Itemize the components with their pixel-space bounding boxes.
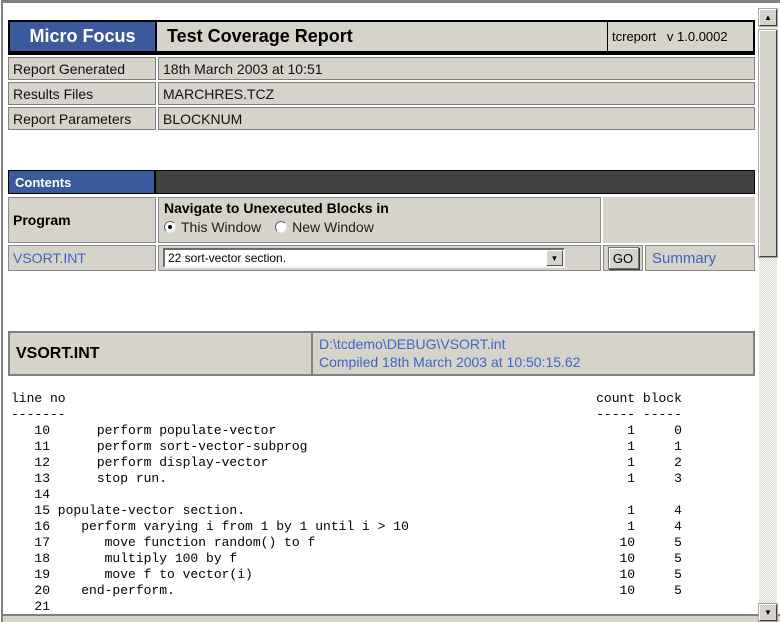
table-row: Report Parameters BLOCKNUM <box>8 107 755 130</box>
report-header: Micro Focus Test Coverage Report tcrepor… <box>8 20 755 55</box>
navigate-title: Navigate to Unexecuted Blocks in <box>164 200 389 216</box>
program-row: VSORT.INT 22 sort-vector section. ▼ GO S… <box>8 245 755 271</box>
block-select-cell: 22 sort-vector section. ▼ <box>158 245 601 271</box>
this-window-radio-label[interactable]: This Window <box>181 219 262 235</box>
compiled-timestamp: Compiled 18th March 2003 at 10:50:15.62 <box>319 354 581 370</box>
table-row: Report Generated 18th March 2003 at 10:5… <box>8 57 755 80</box>
go-cell: GO <box>603 245 643 271</box>
contents-bar-fill <box>156 171 754 193</box>
block-select[interactable]: 22 sort-vector section. ▼ <box>163 248 565 268</box>
new-window-radio-label[interactable]: New Window <box>292 219 374 235</box>
program-link[interactable]: VSORT.INT <box>13 250 86 266</box>
program-column-header: Program <box>8 197 156 243</box>
program-path-link[interactable]: D:\tcdemo\DEBUG\VSORT.int <box>319 336 506 352</box>
chevron-down-icon[interactable]: ▼ <box>546 250 563 266</box>
report-info-table: Report Generated 18th March 2003 at 10:5… <box>8 57 755 132</box>
vertical-scrollbar[interactable]: ▲ ▼ <box>759 9 777 621</box>
go-button[interactable]: GO <box>607 247 639 269</box>
info-label: Report Parameters <box>8 107 156 130</box>
scroll-down-icon[interactable]: ▼ <box>759 604 777 621</box>
program-details: D:\tcdemo\DEBUG\VSORT.int Compiled 18th … <box>313 333 753 374</box>
navigate-row-filler <box>603 197 755 243</box>
program-name-cell: VSORT.INT <box>8 245 156 271</box>
window-bottom-edge <box>3 614 780 622</box>
contents-header-bar: Contents <box>8 170 755 194</box>
navigate-options: Navigate to Unexecuted Blocks in This Wi… <box>158 197 601 243</box>
scrollbar-thumb[interactable] <box>759 30 777 257</box>
contents-title: Contents <box>9 171 156 193</box>
brand-logo: Micro Focus <box>10 22 157 51</box>
table-row: Results Files MARCHRES.TCZ <box>8 82 755 105</box>
summary-cell: Summary <box>645 245 755 271</box>
info-value: 18th March 2003 at 10:51 <box>158 57 755 80</box>
info-label: Results Files <box>8 82 156 105</box>
version-label: tcreport v 1.0.0002 <box>607 22 753 51</box>
page-title: Test Coverage Report <box>167 26 353 46</box>
program-header-table: VSORT.INT D:\tcdemo\DEBUG\VSORT.int Comp… <box>8 331 755 376</box>
new-window-radio[interactable] <box>275 221 288 233</box>
info-value: BLOCKNUM <box>158 107 755 130</box>
summary-link[interactable]: Summary <box>652 249 717 267</box>
this-window-radio[interactable] <box>164 221 176 233</box>
info-value: MARCHRES.TCZ <box>158 82 755 105</box>
navigate-row: Program Navigate to Unexecuted Blocks in… <box>8 197 755 243</box>
info-label: Report Generated <box>8 57 156 80</box>
program-name: VSORT.INT <box>10 333 313 374</box>
code-listing: line no count block ------- ----- ----- … <box>11 391 682 614</box>
block-select-value[interactable]: 22 sort-vector section. <box>168 251 287 265</box>
coverage-listing: line no count block ------- ----- ----- … <box>11 391 755 617</box>
scroll-up-icon[interactable]: ▲ <box>759 9 777 26</box>
